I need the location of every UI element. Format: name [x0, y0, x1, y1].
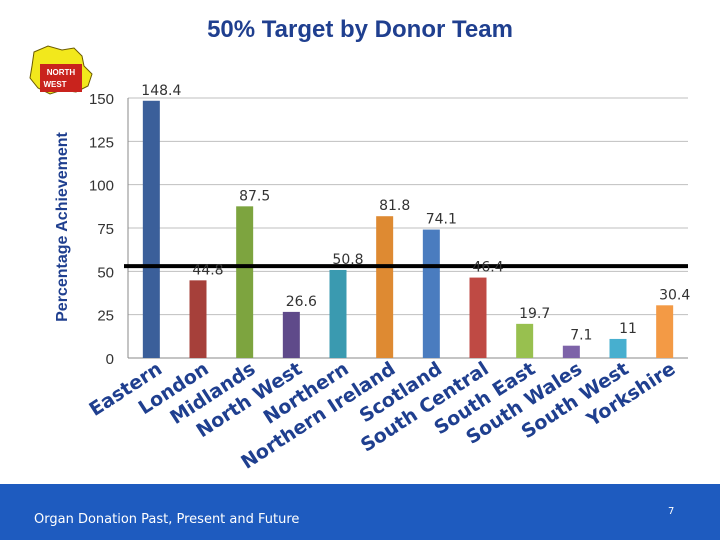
data-label: 44.8	[192, 262, 223, 278]
bar	[516, 323, 534, 358]
data-label: 148.4	[141, 83, 181, 99]
footer-text: Organ Donation Past, Present and Future	[34, 512, 300, 527]
y-tick-label: 75	[97, 221, 114, 238]
bar	[469, 277, 487, 358]
bar	[282, 311, 300, 358]
svg-text:NORTH: NORTH	[47, 68, 76, 77]
bar	[236, 206, 254, 358]
data-label: 7.1	[570, 328, 592, 344]
data-label: 81.8	[379, 198, 410, 214]
bar-chart: 0 25 50 75 100 125 150 148.4 44.8 87.5 26.6 50.8 81…	[85, 83, 690, 474]
data-label: 26.6	[286, 294, 317, 310]
data-label: 30.4	[659, 287, 690, 303]
bar	[422, 229, 440, 358]
bar	[562, 345, 580, 358]
bar	[189, 280, 207, 358]
y-tick-label: 0	[106, 351, 114, 368]
y-tick-label: 100	[89, 178, 114, 195]
y-tick-label: 125	[89, 134, 114, 151]
data-label: 11	[619, 321, 637, 337]
bar	[609, 338, 627, 358]
bar	[656, 305, 674, 358]
bar	[329, 269, 347, 358]
data-label: 46.4	[472, 260, 503, 276]
bar	[142, 100, 160, 359]
north-west-region-logo: NORTH WEST	[22, 44, 102, 103]
data-label: 50.8	[332, 252, 363, 268]
y-tick-label: 50	[97, 264, 114, 281]
y-tick-label: 25	[97, 308, 114, 325]
chart-title: 50% Target by Donor Team	[207, 16, 513, 43]
page-number: 7	[668, 506, 675, 517]
bar	[376, 216, 394, 358]
data-label: 87.5	[239, 188, 270, 204]
svg-text:WEST: WEST	[43, 80, 66, 89]
data-label: 74.1	[426, 212, 457, 228]
footer-bar: Organ Donation Past, Present and Future …	[0, 484, 720, 540]
y-tick-label: 150	[89, 91, 114, 108]
data-label: 19.7	[519, 306, 550, 322]
